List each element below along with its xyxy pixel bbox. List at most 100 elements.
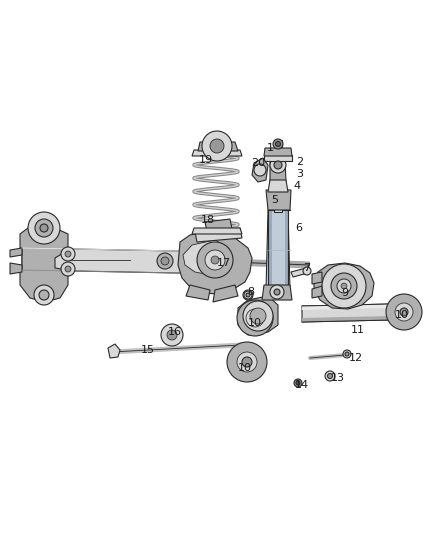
- Polygon shape: [266, 190, 291, 210]
- Polygon shape: [192, 228, 242, 234]
- Text: 10: 10: [248, 318, 262, 328]
- Circle shape: [157, 253, 173, 269]
- Text: 15: 15: [141, 345, 155, 355]
- Text: 17: 17: [217, 258, 231, 268]
- Circle shape: [244, 291, 252, 299]
- Circle shape: [205, 250, 225, 270]
- Polygon shape: [238, 296, 278, 335]
- Circle shape: [40, 224, 48, 232]
- Polygon shape: [20, 226, 68, 302]
- Polygon shape: [178, 232, 252, 294]
- Polygon shape: [213, 285, 238, 302]
- Circle shape: [246, 293, 250, 297]
- Polygon shape: [285, 210, 288, 290]
- Circle shape: [237, 352, 257, 372]
- Circle shape: [211, 256, 219, 264]
- Circle shape: [337, 279, 351, 293]
- Text: 5: 5: [272, 195, 279, 205]
- Circle shape: [254, 164, 266, 176]
- Polygon shape: [314, 263, 374, 309]
- Polygon shape: [270, 160, 286, 182]
- Circle shape: [35, 219, 53, 237]
- Polygon shape: [198, 142, 238, 151]
- Text: 10: 10: [238, 363, 252, 373]
- Circle shape: [65, 266, 71, 272]
- Circle shape: [341, 283, 347, 289]
- Circle shape: [400, 308, 408, 316]
- Circle shape: [161, 324, 183, 346]
- Circle shape: [250, 308, 266, 324]
- Text: 20: 20: [251, 158, 265, 168]
- Circle shape: [303, 267, 311, 275]
- Polygon shape: [264, 155, 292, 161]
- Text: 8: 8: [247, 287, 254, 297]
- Polygon shape: [252, 158, 268, 182]
- Circle shape: [251, 314, 259, 322]
- Polygon shape: [302, 304, 404, 325]
- Text: 13: 13: [331, 373, 345, 383]
- Circle shape: [197, 242, 233, 278]
- Circle shape: [274, 161, 282, 169]
- Circle shape: [161, 257, 169, 265]
- Circle shape: [61, 262, 75, 276]
- Circle shape: [331, 273, 357, 299]
- Text: 2: 2: [297, 157, 304, 167]
- Polygon shape: [312, 272, 322, 284]
- Circle shape: [34, 285, 54, 305]
- Text: 10: 10: [395, 310, 409, 320]
- Polygon shape: [108, 344, 120, 358]
- Circle shape: [270, 285, 284, 299]
- Circle shape: [270, 157, 286, 173]
- Polygon shape: [195, 228, 242, 242]
- Circle shape: [65, 251, 71, 257]
- Polygon shape: [264, 148, 292, 156]
- Circle shape: [246, 293, 250, 297]
- Circle shape: [328, 374, 332, 378]
- Text: 6: 6: [296, 223, 303, 233]
- Text: 12: 12: [349, 353, 363, 363]
- Polygon shape: [10, 248, 22, 257]
- Circle shape: [294, 379, 302, 387]
- Polygon shape: [268, 180, 288, 192]
- Circle shape: [167, 330, 177, 340]
- Circle shape: [243, 290, 253, 300]
- Text: 19: 19: [199, 155, 213, 165]
- Polygon shape: [268, 210, 272, 290]
- Circle shape: [39, 290, 49, 300]
- Text: 16: 16: [168, 327, 182, 337]
- Polygon shape: [183, 240, 230, 275]
- Polygon shape: [302, 304, 390, 310]
- Circle shape: [274, 289, 280, 295]
- Circle shape: [28, 212, 60, 244]
- Text: 9: 9: [342, 288, 349, 298]
- Circle shape: [202, 131, 232, 161]
- Polygon shape: [312, 286, 322, 298]
- Circle shape: [276, 141, 280, 147]
- Circle shape: [242, 357, 252, 367]
- Circle shape: [243, 301, 273, 331]
- Circle shape: [395, 303, 413, 321]
- Polygon shape: [291, 268, 308, 277]
- Polygon shape: [274, 140, 282, 212]
- Circle shape: [386, 294, 422, 330]
- Circle shape: [273, 139, 283, 149]
- Text: 7: 7: [304, 263, 311, 273]
- Circle shape: [210, 139, 224, 153]
- Text: 4: 4: [293, 181, 300, 191]
- Polygon shape: [205, 219, 232, 232]
- Circle shape: [343, 350, 351, 358]
- Polygon shape: [302, 316, 390, 322]
- Polygon shape: [22, 248, 228, 274]
- Text: 11: 11: [351, 325, 365, 335]
- Polygon shape: [192, 150, 242, 156]
- Circle shape: [227, 342, 267, 382]
- Polygon shape: [266, 210, 290, 290]
- Text: 1: 1: [266, 143, 273, 153]
- Text: 14: 14: [295, 380, 309, 390]
- Circle shape: [246, 309, 264, 327]
- Circle shape: [322, 264, 366, 308]
- Polygon shape: [262, 285, 292, 300]
- Circle shape: [325, 371, 335, 381]
- Text: 18: 18: [201, 215, 215, 225]
- Polygon shape: [10, 263, 22, 274]
